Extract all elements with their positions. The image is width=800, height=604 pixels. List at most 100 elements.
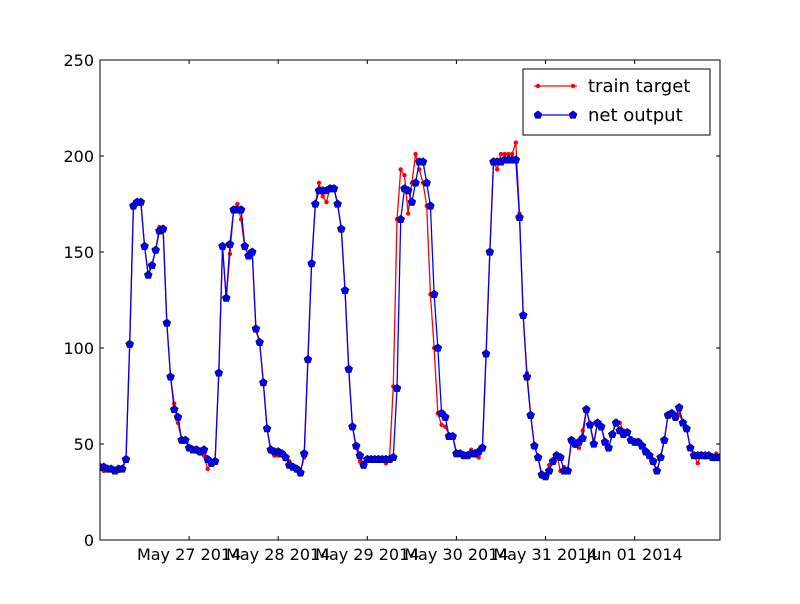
data-point-net-output xyxy=(422,178,431,187)
data-point-net-output xyxy=(440,412,450,421)
data-point-train-target xyxy=(509,151,515,157)
data-point-net-output xyxy=(173,412,183,421)
legend-label-net-output: net output xyxy=(588,105,683,126)
legend-marker-train-target xyxy=(570,83,576,89)
data-point-train-target xyxy=(695,461,700,466)
data-point-net-output xyxy=(648,456,658,465)
data-point-train-target xyxy=(439,422,444,427)
y-tick-label: 250 xyxy=(63,51,94,70)
series-group xyxy=(100,140,720,481)
data-point-net-output xyxy=(481,349,491,358)
data-point-net-output xyxy=(686,443,695,452)
data-point-net-output xyxy=(117,464,127,473)
data-point-net-output xyxy=(136,197,146,206)
x-tick-label: May 28 2014 xyxy=(226,545,330,564)
data-point-train-target xyxy=(398,167,403,172)
data-point-train-target xyxy=(513,140,519,145)
data-point-net-output xyxy=(589,439,599,448)
data-point-net-output xyxy=(169,404,179,414)
data-point-net-output xyxy=(389,452,398,462)
data-point-net-output xyxy=(225,239,235,248)
data-point-net-output xyxy=(392,383,402,392)
data-point-net-output xyxy=(199,445,209,454)
x-tick-label: May 30 2014 xyxy=(404,545,508,564)
data-point-net-output xyxy=(652,466,662,475)
data-point-net-output xyxy=(344,364,354,373)
y-tick-label: 150 xyxy=(63,243,94,262)
data-point-net-output xyxy=(563,466,573,475)
data-point-net-output xyxy=(236,205,246,214)
data-point-net-output xyxy=(210,456,220,465)
y-tick-label: 100 xyxy=(63,339,94,358)
data-point-net-output xyxy=(715,452,720,462)
x-tick-label: Jun 01 2014 xyxy=(585,545,682,564)
data-point-train-target xyxy=(357,459,363,464)
data-point-net-output xyxy=(518,310,528,320)
data-point-net-output xyxy=(329,184,339,193)
data-point-net-output xyxy=(426,201,435,210)
data-point-train-target xyxy=(324,199,329,205)
data-point-net-output xyxy=(221,293,231,302)
data-point-net-output xyxy=(596,422,606,431)
y-tick-label: 200 xyxy=(63,147,94,166)
legend-label-train-target: train target xyxy=(588,76,690,97)
data-point-net-output xyxy=(147,260,157,270)
data-point-net-output xyxy=(121,454,131,464)
data-point-train-target xyxy=(402,173,407,178)
data-point-net-output xyxy=(218,241,227,250)
data-point-net-output xyxy=(151,245,160,254)
data-point-net-output xyxy=(604,443,613,452)
data-point-net-output xyxy=(307,259,316,268)
data-point-net-output xyxy=(533,452,543,462)
data-point-net-output xyxy=(403,186,413,195)
data-point-train-target xyxy=(405,211,411,216)
data-point-train-target xyxy=(235,201,240,207)
data-point-net-output xyxy=(251,324,261,333)
data-point-net-output xyxy=(660,435,669,444)
data-point-net-output xyxy=(429,289,439,298)
data-point-net-output xyxy=(181,435,190,444)
data-point-net-output xyxy=(674,403,684,412)
legend-box xyxy=(522,68,711,136)
data-point-train-target xyxy=(320,194,325,199)
data-point-net-output xyxy=(671,412,680,421)
data-point-net-output xyxy=(125,339,134,348)
data-point-net-output xyxy=(645,451,654,460)
data-point-train-target xyxy=(316,180,322,186)
x-tick-label: May 27 2014 xyxy=(137,545,241,564)
data-point-net-output xyxy=(303,355,313,364)
data-point-net-output xyxy=(622,427,632,437)
data-point-net-output xyxy=(311,199,320,208)
data-point-net-output xyxy=(158,224,168,233)
y-tick-label: 50 xyxy=(74,435,94,454)
data-point-net-output xyxy=(511,155,521,164)
data-point-net-output xyxy=(333,199,342,208)
data-point-net-output xyxy=(247,247,257,256)
data-point-net-output xyxy=(544,466,554,475)
data-point-train-target xyxy=(413,151,418,157)
data-point-train-target xyxy=(495,167,500,172)
data-point-net-output xyxy=(255,337,264,346)
data-point-net-output xyxy=(608,429,617,439)
data-point-net-output xyxy=(600,437,610,446)
data-point-train-target xyxy=(498,151,504,157)
legend-marker-net-output xyxy=(568,110,578,119)
data-point-net-output xyxy=(140,241,149,250)
data-point-net-output xyxy=(240,241,250,250)
data-point-net-output xyxy=(411,178,420,187)
data-point-net-output xyxy=(682,424,691,433)
data-point-net-output xyxy=(299,449,309,458)
data-point-net-output xyxy=(485,247,495,256)
data-point-net-output xyxy=(355,451,365,460)
data-point-net-output xyxy=(396,214,406,224)
data-point-net-output xyxy=(585,420,595,429)
data-point-net-output xyxy=(166,372,175,381)
data-point-net-output xyxy=(678,418,688,427)
data-point-net-output xyxy=(351,441,361,450)
data-point-net-output xyxy=(478,443,487,452)
x-tick-label: May 31 2014 xyxy=(493,545,597,564)
data-point-net-output xyxy=(515,212,524,222)
data-point-net-output xyxy=(281,452,290,462)
